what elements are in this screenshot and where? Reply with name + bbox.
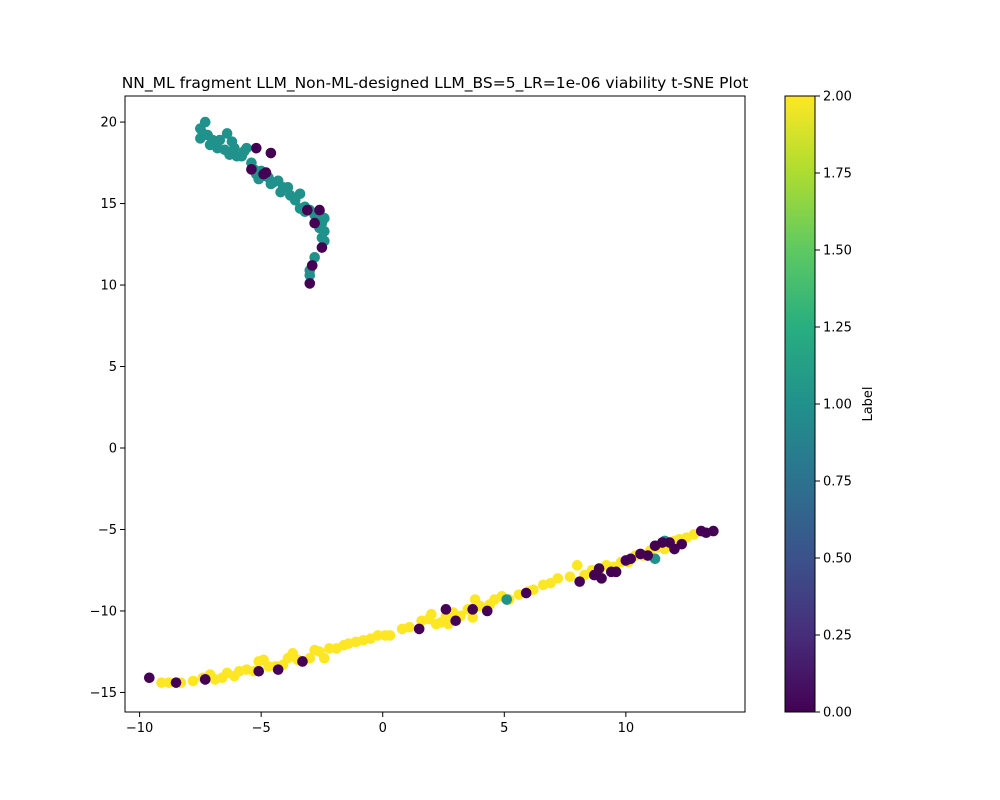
data-point-label-0 (610, 566, 622, 578)
data-point-label-0 (316, 242, 328, 253)
chart-title: NN_ML fragment LLM_Non-ML-designed LLM_B… (122, 74, 749, 93)
data-point-label-2 (552, 573, 564, 584)
data-point-label-0 (467, 604, 478, 615)
y-tick-label: 15 (100, 197, 117, 212)
data-point-label-0 (306, 260, 318, 271)
data-point-label-0 (199, 674, 211, 685)
y-tick-label: −5 (98, 523, 117, 538)
data-point-label-2 (467, 612, 478, 623)
data-point-label-0 (574, 576, 585, 587)
data-point-label-0 (450, 615, 461, 627)
data-point-label-0 (657, 537, 668, 548)
data-point-label-0 (520, 587, 532, 599)
data-point-label-0 (481, 605, 493, 617)
data-point-label-1 (309, 252, 320, 263)
colorbar-tick-label: 1.75 (823, 167, 852, 182)
x-tick-label: −10 (126, 721, 153, 736)
data-point-label-2 (263, 661, 274, 672)
data-point-label-0 (250, 142, 262, 154)
data-point-label-0 (596, 573, 607, 584)
data-point-label-2 (404, 621, 415, 633)
data-point-label-2 (372, 630, 384, 641)
data-point-label-0 (297, 656, 308, 667)
plot-frame (124, 95, 746, 713)
data-point-label-0 (170, 677, 182, 688)
colorbar-tick-label: 0.50 (823, 552, 852, 567)
plot-area (125, 96, 745, 712)
colorbar-label: Label (861, 386, 876, 421)
data-point-label-1 (195, 133, 206, 144)
y-tick-label: −15 (90, 686, 117, 701)
data-points (144, 116, 719, 688)
data-point-label-0 (676, 538, 688, 550)
data-point-label-2 (564, 571, 576, 583)
data-point-label-2 (384, 630, 396, 641)
data-point-label-1 (294, 188, 306, 200)
x-tick-label: −5 (252, 721, 271, 736)
data-point-label-0 (413, 623, 425, 635)
y-tick-label: 5 (109, 360, 117, 375)
data-point-label-0 (593, 563, 605, 574)
data-point-label-1 (265, 178, 277, 190)
data-point-label-0 (314, 204, 325, 216)
data-point-label-2 (163, 677, 175, 688)
data-point-label-0 (708, 525, 719, 537)
data-point-label-2 (571, 560, 583, 571)
colorbar-tick-label: 1.50 (823, 244, 852, 259)
data-point-label-0 (253, 665, 265, 677)
colorbar-tick-label: 0.75 (823, 475, 852, 490)
data-point-label-1 (501, 594, 513, 605)
y-tick-label: 10 (100, 279, 117, 294)
data-point-label-2 (323, 643, 335, 654)
data-point-label-1 (214, 134, 226, 146)
colorbar-ticks: 0.00 0.25 0.50 0.75 1.00 1.25 1.50 1.75 2.00 (815, 90, 852, 721)
colorbar-tick-label: 0.00 (823, 706, 852, 721)
colorbar-gradient (785, 96, 815, 712)
data-point-label-1 (304, 269, 316, 281)
data-point-label-0 (302, 204, 313, 216)
colorbar: 0.00 0.25 0.50 0.75 1.00 1.25 1.50 1.75 2.00 Lab… (784, 90, 876, 721)
data-point-label-2 (319, 652, 330, 664)
data-point-label-0 (246, 164, 257, 175)
y-tick-label: −10 (90, 604, 117, 619)
data-point-label-2 (187, 675, 199, 687)
x-tick-label: 10 (618, 721, 635, 736)
x-axis: −10 −5 0 5 10 (126, 712, 634, 736)
colorbar-tick-label: 1.00 (823, 398, 852, 413)
data-point-label-0 (309, 217, 320, 229)
data-point-label-2 (426, 608, 437, 620)
x-tick-label: 5 (500, 721, 508, 736)
data-point-label-2 (156, 677, 167, 688)
colorbar-tick-label: 0.25 (823, 629, 852, 644)
data-point-label-0 (440, 604, 452, 615)
x-tick-label: 0 (379, 721, 387, 736)
data-point-label-0 (260, 167, 272, 178)
colorbar-tick-label: 2.00 (823, 90, 852, 105)
y-axis: −15 −10 −5 0 5 10 15 20 (90, 116, 125, 701)
colorbar-tick-label: 1.25 (823, 321, 852, 336)
data-point-label-0 (265, 147, 277, 159)
data-point-label-0 (272, 664, 284, 675)
data-point-label-1 (241, 142, 252, 154)
data-point-label-0 (642, 550, 654, 561)
y-tick-label: 0 (109, 442, 117, 457)
y-tick-label: 20 (100, 116, 117, 131)
data-point-label-0 (625, 553, 637, 565)
data-point-label-1 (275, 186, 286, 198)
data-point-label-0 (304, 278, 316, 289)
data-point-label-1 (221, 128, 233, 139)
data-point-label-0 (144, 672, 155, 684)
